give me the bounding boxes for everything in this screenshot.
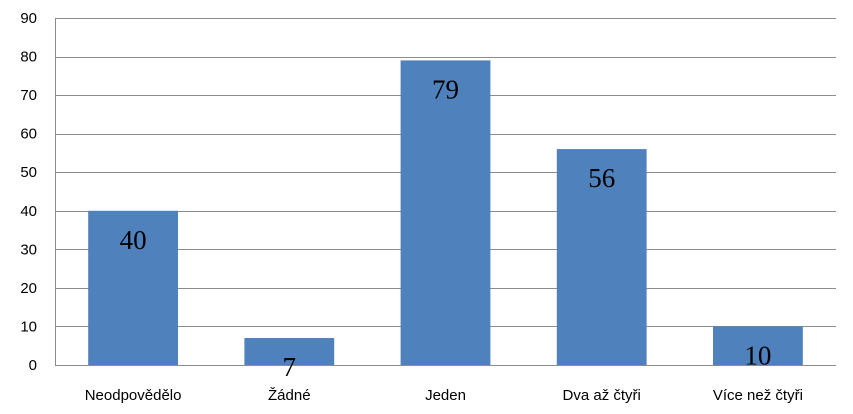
bar xyxy=(556,149,647,365)
category-label: Neodpovědělo xyxy=(85,387,182,404)
data-label: 10 xyxy=(744,340,771,370)
y-tick-label: 0 xyxy=(29,357,37,374)
data-label: 79 xyxy=(432,74,459,104)
y-tick-label: 80 xyxy=(20,49,37,66)
y-tick-label: 40 xyxy=(20,203,37,220)
y-tick-label: 70 xyxy=(20,87,37,104)
y-tick-label: 50 xyxy=(20,164,37,181)
bar xyxy=(244,338,335,365)
bar xyxy=(400,60,491,366)
data-label: 56 xyxy=(588,163,615,193)
bar xyxy=(88,210,179,365)
data-label: 40 xyxy=(120,225,147,255)
category-label: Více než čtyři xyxy=(713,387,803,404)
data-label: 7 xyxy=(283,352,297,382)
y-tick-label: 60 xyxy=(20,126,37,143)
category-label: Dva až čtyři xyxy=(563,387,641,404)
y-tick-label: 90 xyxy=(20,10,37,27)
label-layer: 0 10 20 30 40 50 60 70 80 90 40 Neodpovědělo 7 Žádné 7… xyxy=(20,10,803,404)
y-tick-label: 30 xyxy=(20,241,37,258)
category-label: Žádné xyxy=(268,387,311,404)
y-tick-label: 10 xyxy=(20,318,37,335)
bar xyxy=(712,326,803,365)
y-tick-label: 20 xyxy=(20,280,37,297)
bar-layer xyxy=(88,60,803,366)
category-label: Jeden xyxy=(425,387,466,404)
